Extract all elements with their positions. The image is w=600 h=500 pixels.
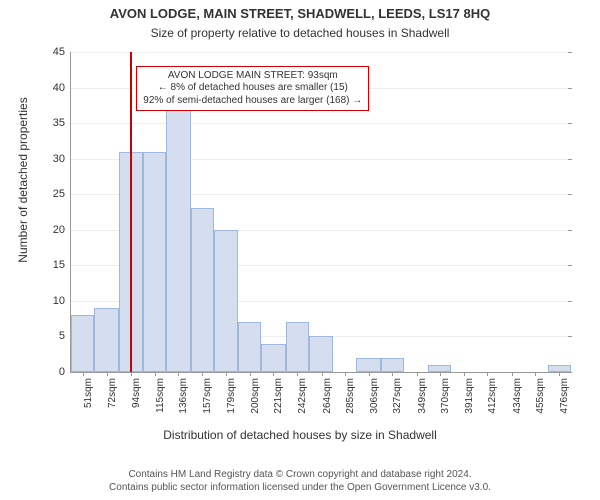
x-tick-mark: [559, 372, 560, 376]
x-tick-label: 306sqm: [369, 378, 380, 414]
x-tick-mark: [417, 372, 418, 376]
chart-subtitle: Size of property relative to detached ho…: [0, 26, 600, 40]
x-tick-mark: [202, 372, 203, 376]
y-tick-mark: [568, 194, 572, 195]
x-tick-label: 370sqm: [440, 378, 451, 414]
footer-line-1: Contains HM Land Registry data © Crown c…: [0, 469, 600, 482]
x-tick-mark: [345, 372, 346, 376]
y-tick-mark: [568, 265, 572, 266]
x-tick-mark: [131, 372, 132, 376]
y-tick-label: 0: [59, 366, 71, 378]
plot-area: 05101520253035404551sqm72sqm94sqm115sqm1…: [70, 52, 571, 373]
footer-attribution: Contains HM Land Registry data © Crown c…: [0, 469, 600, 494]
x-tick-mark: [297, 372, 298, 376]
x-tick-mark: [250, 372, 251, 376]
x-tick-label: 136sqm: [178, 378, 189, 414]
x-tick-label: 264sqm: [322, 378, 333, 414]
annotation-line: ← 8% of detached houses are smaller (15): [143, 82, 362, 95]
histogram-bar: [286, 322, 309, 372]
annotation-line: 92% of semi-detached houses are larger (…: [143, 95, 362, 108]
histogram-bar: [94, 308, 119, 372]
x-tick-mark: [226, 372, 227, 376]
x-tick-mark: [369, 372, 370, 376]
y-tick-mark: [568, 159, 572, 160]
histogram-bar: [166, 109, 191, 372]
y-tick-mark: [568, 301, 572, 302]
y-tick-mark: [568, 88, 572, 89]
chart-container: AVON LODGE, MAIN STREET, SHADWELL, LEEDS…: [0, 0, 600, 500]
y-tick-mark: [568, 372, 572, 373]
y-tick-label: 45: [53, 46, 71, 58]
x-tick-label: 476sqm: [559, 378, 570, 414]
x-tick-mark: [83, 372, 84, 376]
y-tick-label: 20: [53, 224, 71, 236]
x-tick-mark: [440, 372, 441, 376]
histogram-bar: [428, 365, 451, 372]
histogram-bar: [71, 315, 94, 372]
histogram-bar: [309, 336, 332, 372]
x-tick-label: 434sqm: [512, 378, 523, 414]
y-tick-label: 35: [53, 117, 71, 129]
x-tick-mark: [155, 372, 156, 376]
y-tick-label: 5: [59, 330, 71, 342]
histogram-bar: [191, 208, 214, 372]
x-tick-label: 94sqm: [131, 378, 142, 408]
x-tick-mark: [392, 372, 393, 376]
x-tick-mark: [535, 372, 536, 376]
histogram-bar: [143, 152, 166, 372]
y-axis-label: Number of detached properties: [16, 40, 30, 320]
annotation-box: AVON LODGE MAIN STREET: 93sqm← 8% of det…: [136, 66, 369, 112]
x-tick-label: 349sqm: [417, 378, 428, 414]
y-tick-label: 10: [53, 295, 71, 307]
x-tick-mark: [487, 372, 488, 376]
x-tick-mark: [322, 372, 323, 376]
gridline: [71, 123, 571, 124]
x-axis-label: Distribution of detached houses by size …: [0, 428, 600, 442]
x-tick-mark: [178, 372, 179, 376]
x-tick-label: 391sqm: [464, 378, 475, 414]
y-tick-label: 40: [53, 82, 71, 94]
y-tick-label: 30: [53, 153, 71, 165]
histogram-bar: [548, 365, 571, 372]
footer-line-2: Contains public sector information licen…: [0, 482, 600, 495]
y-tick-mark: [568, 230, 572, 231]
x-tick-label: 285sqm: [345, 378, 356, 414]
x-tick-mark: [273, 372, 274, 376]
gridline: [71, 52, 571, 53]
x-tick-label: 72sqm: [107, 378, 118, 408]
x-tick-label: 412sqm: [487, 378, 498, 414]
x-tick-label: 327sqm: [392, 378, 403, 414]
x-tick-label: 115sqm: [155, 378, 166, 413]
y-tick-label: 15: [53, 259, 71, 271]
histogram-bar: [356, 358, 381, 372]
x-tick-mark: [512, 372, 513, 376]
histogram-bar: [214, 230, 237, 372]
annotation-line: AVON LODGE MAIN STREET: 93sqm: [143, 70, 362, 83]
chart-title: AVON LODGE, MAIN STREET, SHADWELL, LEEDS…: [0, 6, 600, 21]
x-tick-label: 221sqm: [273, 378, 284, 414]
x-tick-label: 51sqm: [83, 378, 94, 408]
x-tick-label: 179sqm: [226, 378, 237, 414]
x-tick-mark: [107, 372, 108, 376]
x-tick-label: 200sqm: [250, 378, 261, 414]
x-tick-label: 455sqm: [535, 378, 546, 414]
y-tick-mark: [568, 52, 572, 53]
histogram-bar: [381, 358, 404, 372]
histogram-bar: [261, 344, 286, 372]
y-tick-mark: [568, 123, 572, 124]
subject-marker-line: [130, 52, 132, 372]
y-tick-mark: [568, 336, 572, 337]
x-tick-label: 157sqm: [202, 378, 213, 414]
histogram-bar: [238, 322, 261, 372]
x-tick-label: 242sqm: [297, 378, 308, 414]
x-tick-mark: [464, 372, 465, 376]
y-tick-label: 25: [53, 188, 71, 200]
